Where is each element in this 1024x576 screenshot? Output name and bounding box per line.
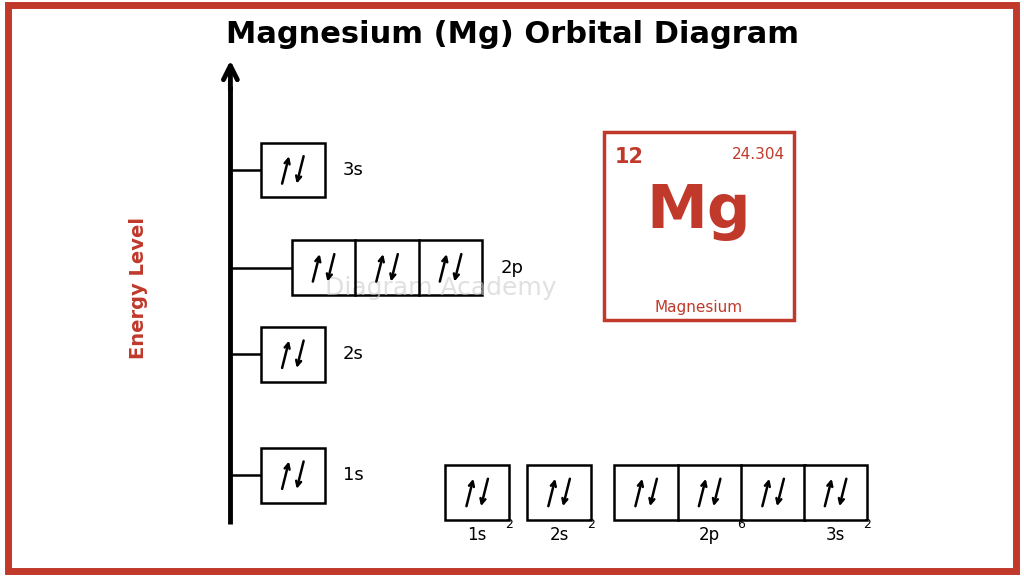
- Text: 2: 2: [587, 518, 595, 530]
- Text: 2: 2: [505, 518, 513, 530]
- Bar: [261, 143, 325, 198]
- Text: 6: 6: [737, 518, 745, 530]
- Text: 12: 12: [614, 147, 643, 167]
- Text: Energy Level: Energy Level: [129, 217, 147, 359]
- Text: 2p: 2p: [501, 259, 523, 277]
- Text: Diagram Academy: Diagram Academy: [325, 276, 556, 300]
- Bar: [261, 327, 325, 382]
- Text: 1s: 1s: [343, 466, 364, 484]
- Bar: [292, 241, 482, 295]
- Text: 1s: 1s: [468, 525, 486, 544]
- Text: 2s: 2s: [550, 525, 568, 544]
- Bar: [614, 465, 805, 520]
- Text: Magnesium (Mg) Orbital Diagram: Magnesium (Mg) Orbital Diagram: [225, 20, 799, 49]
- Bar: [527, 465, 591, 520]
- Bar: [445, 465, 509, 520]
- Text: Mg: Mg: [646, 182, 752, 241]
- Text: 2s: 2s: [343, 345, 364, 363]
- Text: 2p: 2p: [699, 525, 720, 544]
- Text: Magnesium: Magnesium: [654, 300, 743, 314]
- Text: 3s: 3s: [826, 525, 845, 544]
- Bar: [261, 448, 325, 502]
- Bar: [804, 465, 867, 520]
- Text: 3s: 3s: [343, 161, 364, 179]
- Bar: [604, 132, 794, 320]
- Text: 2: 2: [863, 518, 871, 530]
- Text: 24.304: 24.304: [732, 147, 785, 162]
